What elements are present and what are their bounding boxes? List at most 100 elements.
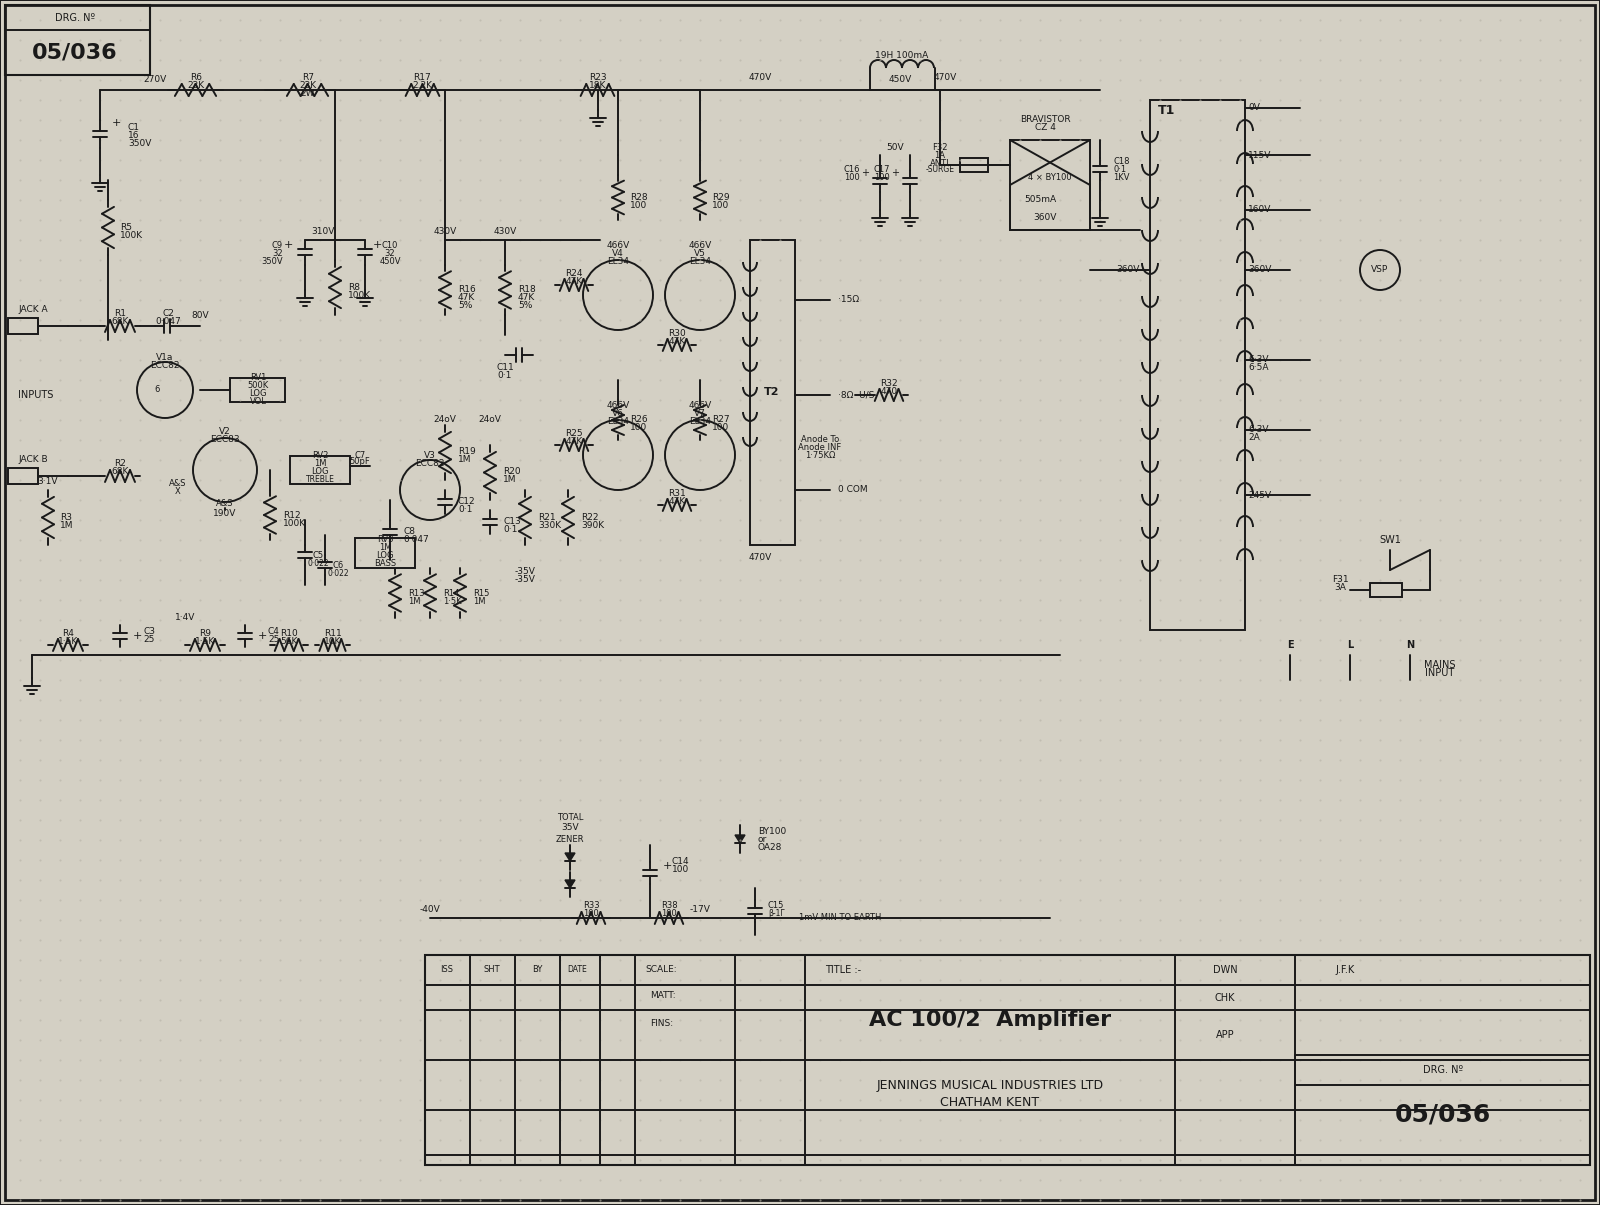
Text: 0·1: 0·1 xyxy=(458,506,472,515)
Text: R7: R7 xyxy=(302,72,314,82)
Text: RV3: RV3 xyxy=(376,535,394,545)
Text: 22K: 22K xyxy=(299,81,317,89)
Text: 100: 100 xyxy=(712,423,730,433)
Text: 16: 16 xyxy=(128,131,139,141)
Text: 470V: 470V xyxy=(749,74,771,82)
Bar xyxy=(426,956,1590,1165)
Text: R14: R14 xyxy=(443,588,459,598)
Text: 310V: 310V xyxy=(312,228,334,236)
Polygon shape xyxy=(565,853,574,862)
Text: 360V: 360V xyxy=(1248,265,1272,275)
Text: 0·1: 0·1 xyxy=(1114,165,1126,175)
Text: F31: F31 xyxy=(1331,575,1349,583)
Text: C17: C17 xyxy=(874,165,890,174)
Text: 6·5A: 6·5A xyxy=(1248,364,1269,372)
Text: 450V: 450V xyxy=(379,257,400,265)
Text: LOG: LOG xyxy=(376,552,394,560)
Text: V1a: V1a xyxy=(157,353,174,363)
Text: EL34: EL34 xyxy=(690,417,710,427)
Text: 47K: 47K xyxy=(565,436,582,446)
Text: Anode INF: Anode INF xyxy=(798,443,842,453)
Text: R2: R2 xyxy=(114,458,126,468)
Text: C10: C10 xyxy=(382,241,398,249)
Circle shape xyxy=(666,421,734,490)
Text: 56K: 56K xyxy=(280,636,298,646)
Circle shape xyxy=(1360,249,1400,290)
Text: 25: 25 xyxy=(269,635,280,645)
Text: 100: 100 xyxy=(712,201,730,211)
Text: R20: R20 xyxy=(502,468,520,476)
Text: ANTI: ANTI xyxy=(930,159,950,167)
Text: 350V: 350V xyxy=(128,140,152,148)
Text: 360V: 360V xyxy=(1117,265,1139,275)
Text: 5%: 5% xyxy=(458,301,472,311)
Text: V5: V5 xyxy=(694,249,706,259)
Text: ·15Ω: ·15Ω xyxy=(838,295,859,305)
Text: R21: R21 xyxy=(538,512,555,522)
Text: R8: R8 xyxy=(349,283,360,293)
Text: 430V: 430V xyxy=(434,228,456,236)
Text: 18K: 18K xyxy=(589,82,606,90)
Text: C14: C14 xyxy=(672,858,690,866)
Bar xyxy=(290,455,350,484)
Text: SW1: SW1 xyxy=(1379,535,1402,545)
Text: C18: C18 xyxy=(1114,158,1130,166)
Text: 470V: 470V xyxy=(933,74,957,82)
Text: R10: R10 xyxy=(280,629,298,637)
Text: CHATHAM KENT: CHATHAM KENT xyxy=(941,1097,1040,1110)
Text: 470: 470 xyxy=(880,387,898,395)
Text: +: + xyxy=(258,631,267,641)
Text: R3: R3 xyxy=(61,512,72,522)
Text: 80V: 80V xyxy=(190,312,210,321)
Text: A&S: A&S xyxy=(216,500,234,509)
Text: 190V: 190V xyxy=(213,510,237,518)
Text: DWN: DWN xyxy=(1213,965,1237,975)
Text: +: + xyxy=(283,240,293,249)
Text: SHT: SHT xyxy=(483,965,501,975)
Text: +: + xyxy=(662,862,672,871)
Text: 270V: 270V xyxy=(144,76,166,84)
Text: 1mV MIN TO EARTH: 1mV MIN TO EARTH xyxy=(798,913,882,923)
Text: 0 COM: 0 COM xyxy=(838,486,867,494)
Text: R16: R16 xyxy=(458,286,475,294)
Text: DRG. Nº: DRG. Nº xyxy=(1422,1065,1462,1075)
Text: 430V: 430V xyxy=(493,228,517,236)
Text: BRAVISTOR: BRAVISTOR xyxy=(1019,116,1070,124)
Text: ISS: ISS xyxy=(440,965,453,975)
Text: OA28: OA28 xyxy=(758,844,782,852)
Text: C1: C1 xyxy=(128,123,141,133)
Text: 6·3V: 6·3V xyxy=(1248,425,1269,435)
Text: X: X xyxy=(174,487,181,495)
Text: 1M: 1M xyxy=(502,476,517,484)
Bar xyxy=(355,537,414,568)
Text: 19H 100mA: 19H 100mA xyxy=(875,51,928,59)
Text: 1KV: 1KV xyxy=(1114,174,1130,182)
Circle shape xyxy=(138,362,194,418)
Text: 10K: 10K xyxy=(325,636,342,646)
Text: 100K: 100K xyxy=(349,292,371,300)
Text: RV2: RV2 xyxy=(312,452,328,460)
Text: L: L xyxy=(1347,640,1354,649)
Text: 0·047: 0·047 xyxy=(155,317,181,325)
Text: 500K: 500K xyxy=(248,382,269,390)
Text: 05/036: 05/036 xyxy=(1395,1103,1491,1127)
Text: 24oV: 24oV xyxy=(434,416,456,424)
Text: 100K: 100K xyxy=(283,518,306,528)
Text: 3·1V: 3·1V xyxy=(38,477,58,487)
Text: 390K: 390K xyxy=(581,521,605,529)
Text: CZ 4: CZ 4 xyxy=(1035,123,1056,133)
Text: 24oV: 24oV xyxy=(478,416,501,424)
Text: EL34: EL34 xyxy=(606,258,629,266)
Text: APP: APP xyxy=(1216,1030,1234,1040)
Text: C8: C8 xyxy=(403,528,414,536)
Text: -SURGE: -SURGE xyxy=(925,165,955,175)
Text: CHK: CHK xyxy=(1214,993,1235,1003)
Text: 4 × BY100: 4 × BY100 xyxy=(1029,174,1072,182)
Text: 0·022: 0·022 xyxy=(326,569,349,577)
Text: 1·5K: 1·5K xyxy=(443,596,462,605)
Text: INPUT: INPUT xyxy=(1426,668,1454,678)
Text: -40V: -40V xyxy=(419,905,440,915)
Bar xyxy=(1370,583,1402,596)
Text: ZENER: ZENER xyxy=(555,835,584,845)
Circle shape xyxy=(582,421,653,490)
